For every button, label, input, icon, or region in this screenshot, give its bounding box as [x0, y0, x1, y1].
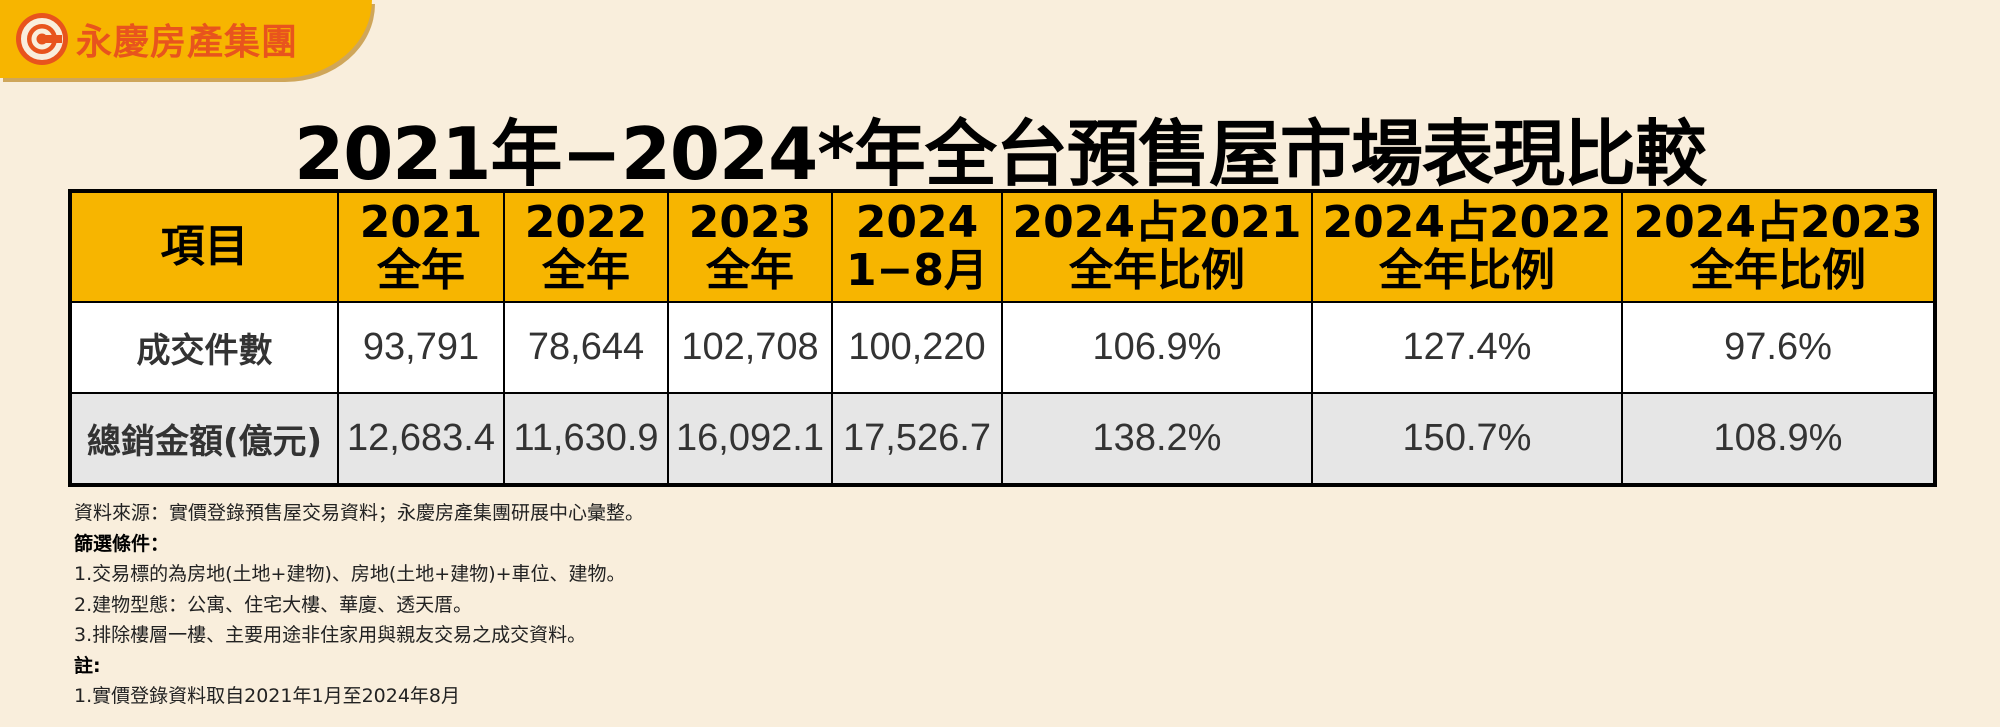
table-cell: 102,708 — [667, 301, 833, 394]
filter-item: 2.建物型態：公寓、住宅大樓、華廈、透天厝。 — [74, 593, 473, 616]
header-line1: 2021 — [359, 197, 483, 248]
header-line2: 全年比例 — [1069, 245, 1245, 296]
table-cell: 127.4% — [1311, 301, 1623, 394]
header-2023: 2023 全年 — [667, 190, 833, 303]
filter-item: 3.排除樓層一樓、主要用途非住家用與親友交易之成交資料。 — [74, 624, 587, 646]
table-row-total-sales: 總銷金額(億元) 12,683.4 11,630.9 16,092.1 17,5… — [69, 392, 1936, 486]
header-line1: 2022 — [524, 197, 648, 248]
table-cell: 108.9% — [1621, 392, 1936, 486]
brand-name: 永慶房產集團 — [76, 22, 299, 63]
header-line1: 2024占2022 — [1322, 197, 1612, 248]
header-item: 項目 — [69, 190, 339, 303]
note-item: 1.實價登錄資料取自2021年1月至2024年8月 — [74, 685, 461, 707]
header-2024: 2024 1−8月 — [831, 190, 1003, 303]
row-label: 總銷金額(億元) — [69, 392, 339, 486]
footnotes: 資料來源：實價登錄預售屋交易資料；永慶房產集團研展中心彙整。 篩選條件： 1.交… — [74, 498, 644, 712]
filter-item: 1.交易標的為房地(土地+建物)、房地(土地+建物)+車位、建物。 — [74, 563, 626, 585]
header-ratio-2023: 2024占2023 全年比例 — [1621, 190, 1936, 303]
table-row-transactions: 成交件數 93,791 78,644 102,708 100,220 106.9… — [69, 301, 1936, 394]
table-cell: 11,630.9 — [503, 392, 669, 486]
header-line2: 全年比例 — [1379, 245, 1555, 296]
table-cell: 97.6% — [1621, 301, 1936, 394]
header-2021: 2021 全年 — [337, 190, 505, 303]
table-cell: 78,644 — [503, 301, 669, 394]
table-header-row: 項目 2021 全年 2022 全年 2023 全年 2024 1−8月 202… — [69, 190, 1936, 303]
header-ratio-2022: 2024占2022 全年比例 — [1311, 190, 1623, 303]
header-2022: 2022 全年 — [503, 190, 669, 303]
header-line2: 1−8月 — [845, 245, 989, 296]
header-line1: 項目 — [160, 221, 249, 272]
header-line2: 全年比例 — [1690, 245, 1866, 296]
chart-title: 2021年−2024*年全台預售屋市場表現比較 — [294, 112, 1707, 196]
table-cell: 106.9% — [1001, 301, 1313, 394]
table-cell: 138.2% — [1001, 392, 1313, 486]
header-line2: 全年 — [706, 245, 794, 296]
header-line2: 全年 — [542, 245, 630, 296]
source-note: 資料來源：實價登錄預售屋交易資料；永慶房產集團研展中心彙整。 — [74, 502, 645, 524]
table-cell: 93,791 — [337, 301, 505, 394]
table-cell: 150.7% — [1311, 392, 1623, 486]
note-heading: 註: — [74, 654, 101, 677]
header-line1: 2023 — [688, 197, 812, 248]
filter-heading: 篩選條件： — [74, 532, 170, 555]
header-ratio-2021: 2024占2021 全年比例 — [1001, 190, 1313, 303]
header-line1: 2024占2023 — [1633, 197, 1923, 248]
row-label: 成交件數 — [69, 301, 339, 394]
table-cell: 12,683.4 — [337, 392, 505, 486]
market-comparison-table: 項目 2021 全年 2022 全年 2023 全年 2024 1−8月 202… — [68, 189, 1937, 487]
table-cell: 16,092.1 — [667, 392, 833, 486]
header-line1: 2024 — [855, 197, 979, 248]
header-line1: 2024占2021 — [1012, 197, 1302, 248]
header-line2: 全年 — [377, 245, 465, 296]
table-cell: 17,526.7 — [831, 392, 1003, 486]
yungching-logo-icon — [16, 13, 68, 65]
table-cell: 100,220 — [831, 301, 1003, 394]
brand-banner: 永慶房產集團 — [0, 0, 372, 78]
